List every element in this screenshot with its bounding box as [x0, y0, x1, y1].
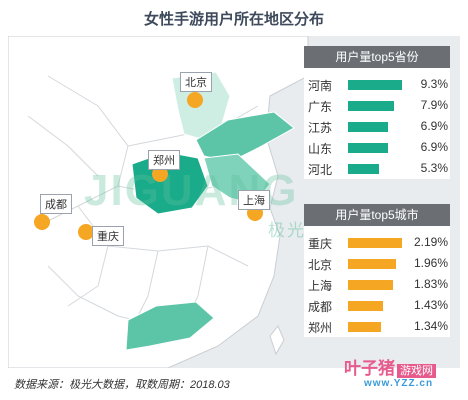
city-value-label: 1.96%	[413, 256, 448, 270]
city-name: 成都	[308, 300, 333, 314]
province-row: 河南 9.3%	[304, 74, 450, 95]
province-name: 江苏	[308, 121, 333, 135]
site-logo-tag: 游戏网	[397, 364, 436, 378]
province-value-label: 6.9%	[420, 119, 448, 133]
chart-title: 女性手游用户所在地区分布	[143, 11, 324, 28]
city-panel: 用户量top5城市 重庆 2.19% 北京 1.96% 上海 1.83% 成都 1.43% 郑州…	[304, 204, 450, 337]
province-row: 河北 5.3%	[304, 158, 450, 179]
site-url: www.YZZ.cn	[364, 378, 434, 389]
city-row: 郑州 1.34%	[304, 316, 450, 337]
province-value-label: 9.3%	[420, 77, 448, 91]
city-name: 上海	[308, 279, 333, 293]
city-bar	[348, 322, 382, 332]
province-row: 山东 6.9%	[304, 137, 450, 158]
city-value-label: 1.83%	[413, 277, 448, 291]
city-name: 北京	[308, 258, 333, 272]
province-bar	[348, 101, 394, 111]
marker-label-chengdu: 成都	[40, 194, 72, 214]
city-bar	[348, 238, 402, 248]
province-row: 江苏 6.9%	[304, 116, 450, 137]
marker-dot-beijing	[187, 92, 203, 108]
city-row: 上海 1.83%	[304, 274, 450, 295]
city-value-label: 1.43%	[413, 298, 448, 312]
marker-dot-zhengzhou	[152, 166, 168, 182]
city-row: 成都 1.43%	[304, 295, 450, 316]
province-value-label: 5.3%	[420, 161, 448, 175]
city-panel-title: 用户量top5城市	[304, 204, 450, 226]
marker-label-shanghai: 上海	[238, 190, 270, 210]
province-bar	[348, 164, 379, 174]
province-guangdong	[125, 301, 215, 351]
city-bar	[348, 280, 394, 290]
province-value-label: 6.9%	[420, 140, 448, 154]
site-logo-name: 叶子猪	[344, 359, 395, 378]
province-bar	[348, 80, 402, 90]
province-bar	[348, 122, 389, 132]
city-value-label: 2.19%	[413, 235, 448, 249]
province-value-label: 7.9%	[420, 98, 448, 112]
province-name: 河北	[308, 163, 333, 177]
city-value-label: 1.34%	[413, 319, 448, 333]
province-name: 广东	[308, 100, 333, 114]
marker-label-chongqing: 重庆	[92, 226, 124, 246]
city-row: 重庆 2.19%	[304, 232, 450, 253]
site-logo: 叶子猪 游戏网	[344, 354, 436, 379]
marker-label-zhengzhou: 郑州	[148, 150, 180, 170]
province-name: 河南	[308, 79, 333, 93]
marker-dot-chongqing	[78, 224, 94, 240]
data-source-note: 数据来源：极光大数据，取数周期：2018.03	[14, 379, 230, 391]
city-bar	[348, 301, 384, 311]
province-bar	[348, 143, 389, 153]
city-row: 北京 1.96%	[304, 253, 450, 274]
province-panel: 用户量top5省份 河南 9.3% 广东 7.9% 江苏 6.9% 山东 6.9% 河北 5.3%	[304, 46, 450, 179]
marker-dot-chengdu	[34, 214, 50, 230]
province-panel-title: 用户量top5省份	[304, 46, 450, 68]
province-row: 广东 7.9%	[304, 95, 450, 116]
island	[269, 325, 285, 356]
city-bar	[348, 259, 397, 269]
city-name: 郑州	[308, 321, 333, 335]
marker-label-beijing: 北京	[180, 72, 212, 92]
city-name: 重庆	[308, 237, 333, 251]
province-name: 山东	[308, 142, 333, 156]
